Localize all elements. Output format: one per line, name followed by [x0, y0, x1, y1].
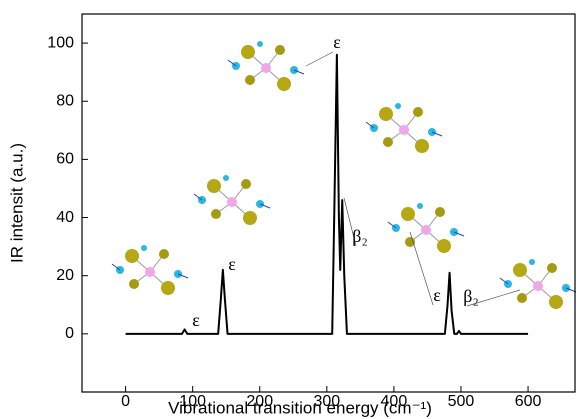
leader-line — [305, 51, 334, 67]
x-tick-label: 200 — [246, 393, 273, 410]
x-tick-label: 500 — [448, 393, 475, 410]
x-tick-label: 400 — [381, 393, 408, 410]
x-tick-label: 0 — [121, 393, 130, 410]
x-tick-label: 300 — [313, 393, 340, 410]
y-tick-label: 40 — [56, 209, 74, 226]
leader-line — [409, 231, 434, 306]
x-axis-label: Vibrational transition energy (cm⁻¹) — [168, 398, 432, 417]
y-tick-label: 80 — [56, 92, 74, 109]
leader-line — [466, 289, 521, 307]
leader-line — [343, 197, 357, 247]
y-tick-label: 60 — [56, 151, 74, 168]
y-axis-label: IR intensit (a.u.) — [7, 143, 26, 263]
plot-frame — [81, 13, 576, 393]
y-tick-label: 100 — [47, 34, 74, 51]
peak-annotation: ε — [433, 285, 441, 305]
x-tick-label: 100 — [179, 393, 206, 410]
x-tick-label: 600 — [515, 393, 542, 410]
peak-annotation: ε — [333, 32, 341, 52]
y-tick-label: 20 — [56, 267, 74, 284]
peak-annotation: β₂ — [463, 286, 478, 306]
peak-annotation: ε — [192, 310, 200, 330]
y-tick-label: 0 — [65, 325, 74, 342]
spectrum-line — [125, 53, 529, 335]
peak-annotation: ε — [228, 254, 236, 274]
peak-annotation: β₂ — [352, 226, 367, 246]
